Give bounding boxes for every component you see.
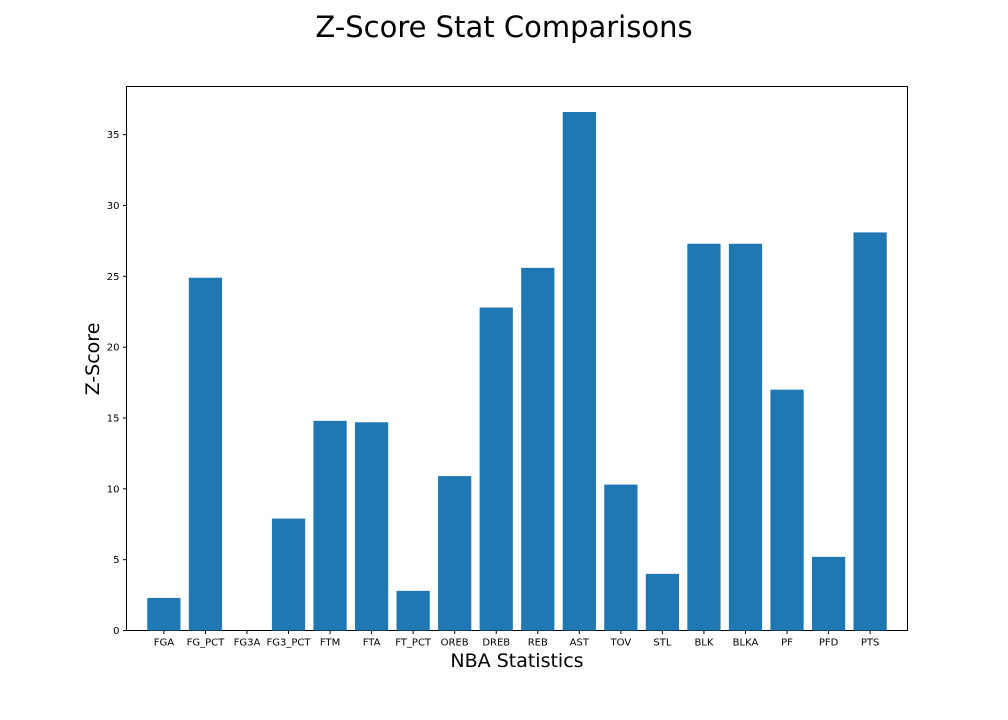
y-axis-label: Z-Score bbox=[82, 323, 104, 396]
bar-tov bbox=[604, 484, 638, 631]
x-tick-label: TOV bbox=[610, 638, 632, 649]
chart-title: Z-Score Stat Comparisons bbox=[315, 10, 692, 44]
x-axis-label: NBA Statistics bbox=[450, 650, 583, 672]
y-tick-label: 20 bbox=[107, 343, 120, 354]
x-tick-label: PFD bbox=[819, 638, 839, 649]
x-tick-label: AST bbox=[570, 638, 590, 649]
bar-pfd bbox=[811, 556, 846, 631]
bar-fg3-pct bbox=[271, 518, 306, 631]
bar-dreb bbox=[479, 307, 513, 631]
bar-fga bbox=[147, 597, 181, 631]
x-tick-label: PF bbox=[781, 638, 793, 649]
x-tick-label: FGA bbox=[154, 638, 175, 649]
x-tick-label: FT_PCT bbox=[395, 638, 432, 649]
plot-area bbox=[126, 86, 908, 631]
x-tick-label: FTA bbox=[363, 638, 381, 649]
x-tick-label: FTM bbox=[320, 638, 340, 649]
bar-pf bbox=[770, 389, 804, 631]
bar-blk bbox=[687, 243, 721, 631]
x-tick-label: OREB bbox=[441, 638, 469, 649]
bar-pts bbox=[853, 232, 887, 631]
bar-ftm bbox=[313, 420, 347, 631]
x-tick-label: FG_PCT bbox=[187, 638, 226, 649]
x-tick-label: DREB bbox=[482, 638, 510, 649]
y-tick-label: 5 bbox=[113, 555, 119, 566]
y-tick-label: 30 bbox=[107, 201, 120, 212]
bars-group bbox=[147, 112, 887, 631]
bar-ft-pct bbox=[396, 590, 430, 631]
x-axis: FGA FG_PCT FG3A FG3_PCT FTM FTA FT_PCT OREB DREB… bbox=[154, 630, 880, 649]
y-tick-label: 15 bbox=[107, 414, 120, 425]
y-axis: 0 5 10 15 20 25 30 35 bbox=[107, 130, 127, 637]
y-tick-label: 35 bbox=[107, 130, 120, 141]
bar-ast bbox=[562, 112, 596, 631]
bar-fg-pct bbox=[188, 277, 223, 631]
x-tick-label: REB bbox=[528, 638, 548, 649]
bar-oreb bbox=[438, 476, 472, 631]
bar-stl bbox=[645, 573, 680, 631]
y-tick-label: 25 bbox=[107, 272, 120, 283]
bar-blka bbox=[728, 243, 763, 631]
x-tick-label: STL bbox=[653, 638, 671, 649]
x-tick-label: BLKA bbox=[733, 638, 759, 649]
y-tick-label: 0 bbox=[113, 626, 119, 637]
x-tick-label: BLK bbox=[694, 638, 713, 649]
y-tick-label: 10 bbox=[107, 484, 120, 495]
x-tick-label: PTS bbox=[861, 638, 880, 649]
bar-fta bbox=[354, 422, 389, 631]
x-tick-label: FG3A bbox=[234, 638, 261, 649]
x-tick-label: FG3_PCT bbox=[267, 638, 312, 649]
bar-reb bbox=[521, 267, 555, 631]
